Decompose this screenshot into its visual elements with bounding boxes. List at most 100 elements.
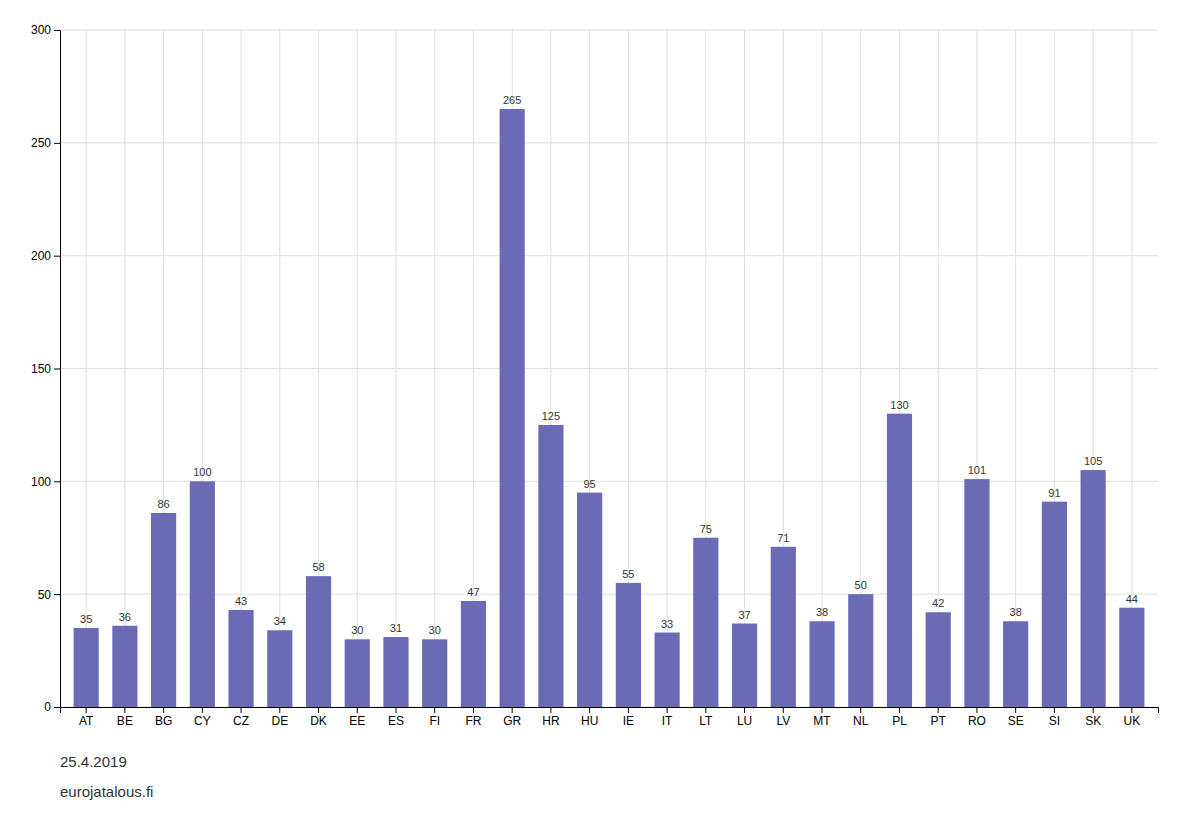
y-tick: 250	[31, 136, 60, 150]
x-tick-mark	[124, 707, 125, 713]
y-tick-label: 150	[31, 362, 51, 376]
y-tick-mark	[54, 481, 60, 482]
y-grid-line	[60, 142, 1158, 143]
bar	[74, 628, 99, 707]
x-grid-line	[667, 30, 668, 707]
data-label: 125	[542, 410, 560, 422]
bar	[655, 633, 680, 707]
annotation: eurojatalous.fi	[60, 783, 153, 800]
bar	[771, 547, 796, 707]
x-tick: LU	[737, 707, 752, 728]
x-tick: HU	[581, 707, 598, 728]
x-tick-mark	[512, 707, 513, 713]
data-label: 101	[968, 464, 986, 476]
x-tick-label: MT	[813, 714, 831, 728]
bar	[732, 624, 757, 707]
bar	[577, 493, 602, 707]
x-tick-mark	[705, 707, 706, 713]
x-tick-label: PL	[892, 714, 907, 728]
data-label: 42	[932, 597, 944, 609]
x-tick: PT	[931, 707, 947, 728]
x-tick-mark	[1015, 707, 1016, 713]
data-label: 38	[1010, 606, 1022, 618]
y-tick: 200	[31, 249, 60, 263]
bar	[112, 626, 137, 707]
y-tick-mark	[54, 256, 60, 257]
bar	[151, 513, 176, 707]
bar	[809, 621, 834, 707]
x-tick-label: LU	[737, 714, 752, 728]
y-tick: 150	[31, 362, 60, 376]
y-grid-line	[60, 368, 1158, 369]
data-label: 91	[1048, 487, 1060, 499]
x-tick: BE	[117, 707, 133, 728]
data-label: 47	[467, 586, 479, 598]
x-tick-label: GR	[503, 714, 521, 728]
x-tick-mark	[318, 707, 319, 713]
x-tick-mark	[938, 707, 939, 713]
x-grid-line	[744, 30, 745, 707]
x-tick-label: LT	[699, 714, 713, 728]
x-tick-label: IT	[662, 714, 673, 728]
bar	[616, 583, 641, 707]
x-grid-line	[1131, 30, 1132, 707]
x-tick: IE	[623, 707, 634, 728]
x-tick: DE	[271, 707, 288, 728]
data-label: 34	[274, 615, 286, 627]
x-tick-mark	[473, 707, 474, 713]
data-label: 71	[777, 532, 789, 544]
data-label: 55	[622, 568, 634, 580]
x-tick: LV	[776, 707, 790, 728]
x-tick-label: BG	[155, 714, 172, 728]
bar	[461, 601, 486, 707]
data-label: 50	[855, 579, 867, 591]
x-tick: NL	[853, 707, 869, 728]
x-tick-mark	[667, 707, 668, 713]
chart-svg: ATBEBGCYCZDEDKEEESFIFRGRHRHUIEITLTLULVMT…	[0, 0, 1182, 827]
x-grid-line	[86, 30, 87, 707]
data-label: 44	[1126, 593, 1138, 605]
x-tick-mark	[357, 707, 358, 713]
x-tick-label: SK	[1085, 714, 1101, 728]
x-tick-mark	[163, 707, 164, 713]
y-grid-line	[60, 481, 1158, 482]
data-label: 105	[1084, 455, 1102, 467]
bar	[1042, 502, 1067, 707]
x-axis: ATBEBGCYCZDEDKEEESFIFRGRHRHUIEITLTLULVMT…	[61, 707, 1159, 728]
x-tick: FR	[465, 707, 481, 728]
annotation: 25.4.2019	[60, 753, 127, 770]
x-grid-line	[434, 30, 435, 707]
footer: 25.4.2019 eurojatalous.fi	[60, 753, 153, 800]
x-tick-label: SE	[1008, 714, 1024, 728]
bar	[887, 414, 912, 707]
y-axis-line	[54, 31, 61, 708]
y-tick: 300	[31, 23, 60, 37]
y-grid-line	[60, 255, 1158, 256]
bar	[926, 612, 951, 707]
x-tick: SI	[1049, 707, 1060, 728]
x-tick-mark	[589, 707, 590, 713]
x-tick: RO	[968, 707, 986, 728]
x-tick-label: CZ	[233, 714, 249, 728]
data-label: 95	[584, 478, 596, 490]
x-tick-label: ES	[388, 714, 404, 728]
x-tick-mark	[1054, 707, 1055, 713]
x-tick-label: IE	[623, 714, 634, 728]
data-label: 265	[503, 94, 521, 106]
y-tick: 100	[31, 475, 60, 489]
x-tick-label: HR	[542, 714, 560, 728]
x-tick-label: CY	[194, 714, 211, 728]
y-tick-label: 100	[31, 475, 51, 489]
data-label: 36	[119, 611, 131, 623]
x-tick-mark	[976, 707, 977, 713]
y-tick-mark	[54, 369, 60, 370]
x-tick: HR	[542, 707, 560, 728]
y-tick-label: 50	[38, 588, 52, 602]
x-tick-mark	[1131, 707, 1132, 713]
data-label: 43	[235, 595, 247, 607]
y-grid-line	[60, 594, 1158, 595]
bar	[693, 538, 718, 707]
x-tick-mark	[822, 707, 823, 713]
x-tick: CY	[194, 707, 211, 728]
data-label: 75	[700, 523, 712, 535]
